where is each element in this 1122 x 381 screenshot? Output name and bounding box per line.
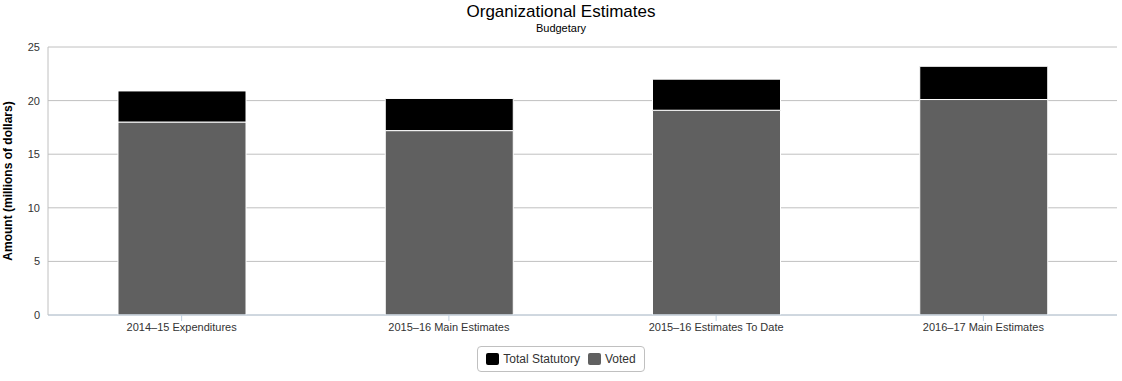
html-text:Organizational Estimates: Organizational Estimates	[466, 2, 656, 21]
svg-text:15: 15	[28, 148, 40, 160]
html-text:Budgetary: Budgetary	[535, 22, 587, 34]
svg-text:10: 10	[28, 202, 40, 214]
svg-text:2014–15 Expenditures: 2014–15 Expenditures	[127, 321, 238, 333]
svg-text:Amount (millions of dollars): Amount (millions of dollars)	[1, 101, 15, 260]
svg-text:2016–17 Main Estimates: 2016–17 Main Estimates	[923, 321, 1045, 333]
svg-text:0: 0	[34, 309, 40, 321]
svg-text:25: 25	[28, 41, 40, 53]
svg-text:5: 5	[34, 255, 40, 267]
svg-text:20: 20	[28, 95, 40, 107]
svg-text:2015–16 Main Estimates: 2015–16 Main Estimates	[388, 321, 510, 333]
html-text:Voted: Voted	[605, 352, 636, 366]
html-text:Total Statutory: Total Statutory	[503, 352, 580, 366]
svg-text:2015–16 Estimates To Date: 2015–16 Estimates To Date	[649, 321, 784, 333]
